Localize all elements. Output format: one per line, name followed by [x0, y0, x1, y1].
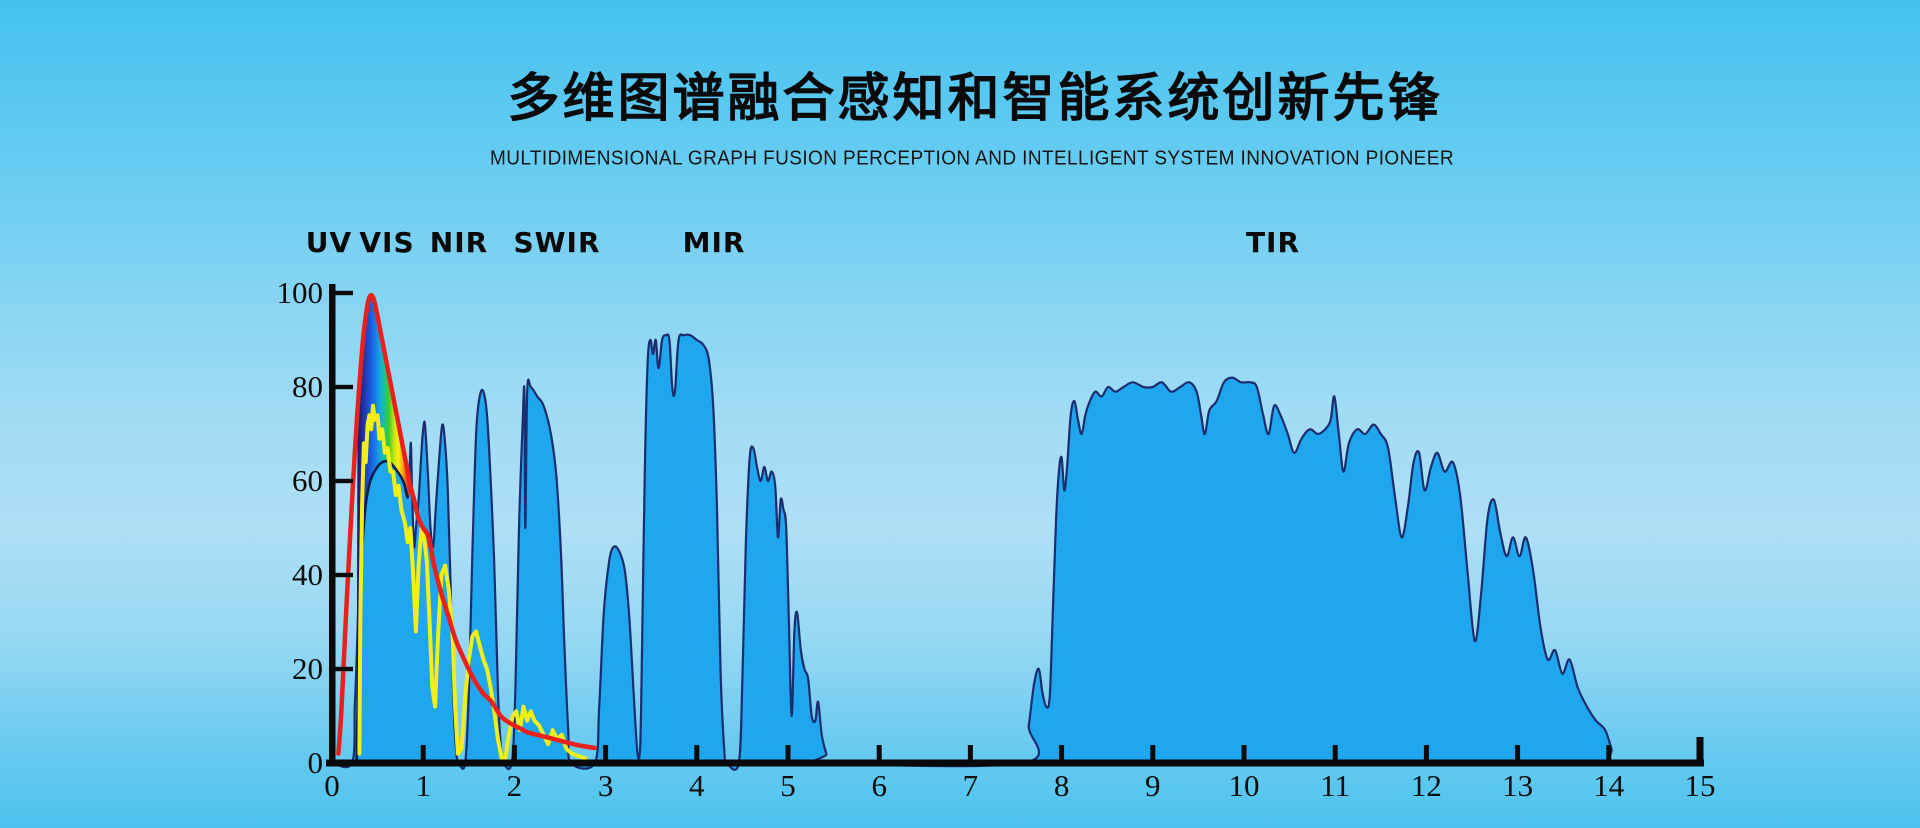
- y-axis-line: [329, 284, 336, 766]
- solar-blackbody-envelope-line: [336, 293, 597, 756]
- x-tick-label-1: 1: [415, 768, 431, 803]
- band-label-mir: MIR: [682, 226, 746, 259]
- band-label-tir: TIR: [1245, 226, 1301, 259]
- y-tick-label-60: 60: [292, 463, 323, 498]
- x-tick-label-9: 9: [1145, 768, 1161, 803]
- x-axis-tick: [1423, 745, 1429, 760]
- x-axis-tick: [1241, 745, 1247, 760]
- y-tick-label-100: 100: [276, 275, 324, 310]
- atmospheric-transmission-area: [330, 333, 1702, 771]
- x-tick-label-4: 4: [689, 768, 705, 803]
- y-axis-tick: [333, 384, 353, 390]
- y-tick-label-20: 20: [292, 651, 323, 686]
- x-tick-label-2: 2: [506, 768, 523, 803]
- x-tick-label-5: 5: [780, 768, 796, 803]
- y-tick-label-80: 80: [292, 369, 323, 404]
- x-axis-tick: [511, 745, 517, 760]
- x-tick-label-14: 14: [1593, 768, 1625, 803]
- y-axis-tick: [333, 572, 353, 578]
- x-axis-tick: [1150, 745, 1156, 760]
- y-tick-label-0: 0: [307, 745, 324, 780]
- page-subtitle: MULTIDIMENSIONAL GRAPH FUSION PERCEPTION…: [490, 147, 1454, 170]
- band-label-nir: NIR: [429, 226, 489, 259]
- x-tick-label-6: 6: [871, 768, 887, 803]
- y-tick-label-40: 40: [292, 557, 323, 592]
- x-tick-label-8: 8: [1053, 768, 1070, 803]
- x-tick-label-13: 13: [1502, 768, 1534, 803]
- x-axis-tick: [785, 745, 791, 760]
- x-axis-tick: [876, 745, 882, 760]
- x-tick-label-7: 7: [962, 768, 979, 803]
- band-label-uv: UV: [305, 226, 353, 259]
- visible-spectrum-rainbow-fill: [356, 295, 411, 763]
- axes: [326, 284, 1704, 767]
- y-axis-tick: [333, 478, 353, 484]
- x-tick-label-10: 10: [1228, 768, 1260, 803]
- x-axis-tick: [1515, 745, 1521, 760]
- x-tick-label-3: 3: [597, 768, 614, 803]
- x-axis-tick: [694, 745, 700, 760]
- page-title: 多维图谱融合感知和智能系统创新先锋: [507, 69, 1443, 129]
- x-axis-end-tick: [1696, 737, 1704, 764]
- solar-irradiance-ground-line: [357, 403, 588, 761]
- x-tick-label-12: 12: [1410, 768, 1442, 803]
- y-axis-tick: [333, 666, 353, 672]
- x-axis-tick: [420, 745, 426, 760]
- x-axis-tick: [1059, 745, 1065, 760]
- x-axis-tick: [1332, 745, 1338, 760]
- y-axis-tick: [333, 290, 353, 296]
- band-label-swir: SWIR: [513, 226, 601, 259]
- x-tick-label-0: 0: [324, 768, 340, 803]
- x-axis-tick: [603, 745, 609, 760]
- x-tick-label-15: 15: [1684, 768, 1716, 803]
- x-tick-label-11: 11: [1320, 768, 1351, 803]
- x-axis-tick: [967, 745, 973, 760]
- x-axis-line: [326, 759, 1704, 767]
- x-axis-tick: [1606, 745, 1612, 760]
- band-label-vis: VIS: [359, 226, 415, 259]
